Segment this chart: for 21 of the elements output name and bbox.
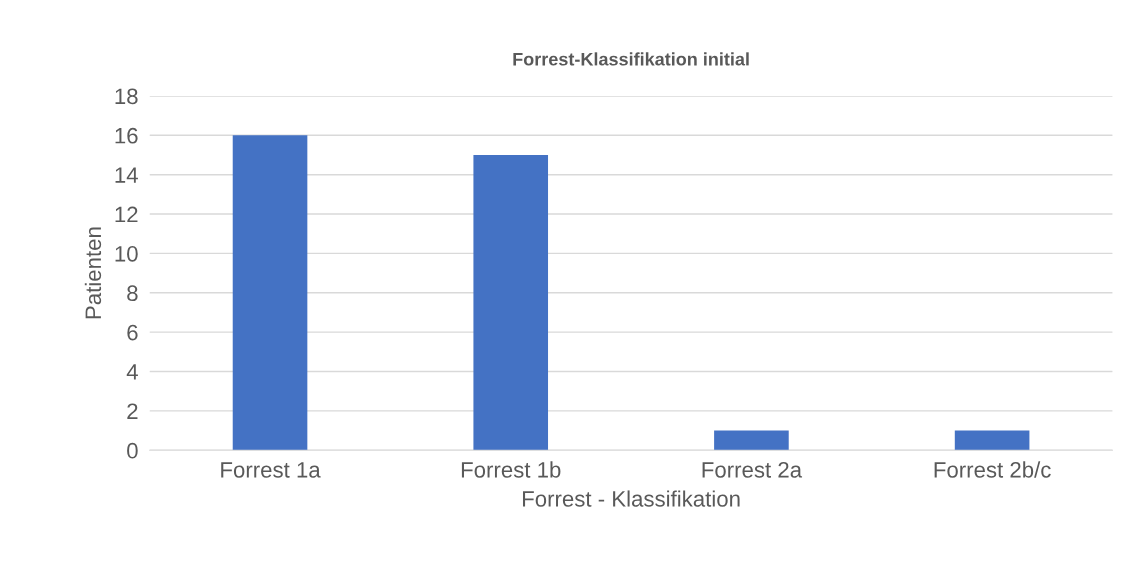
y-tick-label: 12: [115, 206, 138, 223]
y-tick-label: 18: [115, 88, 138, 105]
y-tick-label: 0: [127, 442, 138, 459]
x-tick-label: Forrest 1b: [461, 461, 561, 478]
y-tick-label: 10: [115, 245, 138, 262]
y-tick-label: 8: [127, 285, 138, 302]
bar: [714, 430, 789, 451]
chart-title: Forrest-Klassifikation initial: [513, 52, 749, 66]
x-tick-label: Forrest 1a: [221, 462, 321, 478]
y-tick-label: 6: [127, 324, 138, 341]
x-tick-label: Forrest 2a: [702, 461, 803, 478]
x-tick-label: Forrest 2b/c: [934, 461, 1051, 478]
y-tick-label: 16: [115, 127, 138, 144]
bar: [954, 430, 1030, 451]
bar: [473, 155, 549, 451]
y-tick-label: 2: [127, 403, 138, 419]
bar: [232, 135, 308, 451]
y-axis-title: Patienten: [84, 227, 102, 319]
y-tick-label: 14: [115, 167, 138, 183]
x-axis-title: Forrest - Klassifikation: [522, 490, 740, 507]
y-tick-label: 4: [126, 364, 138, 380]
